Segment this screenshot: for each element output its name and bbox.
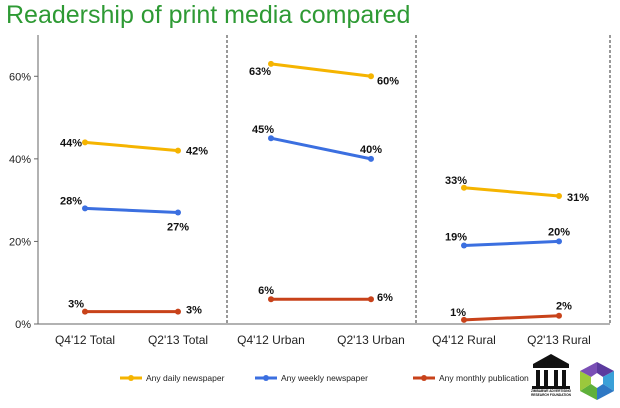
data-point [175, 147, 181, 154]
data-label: 40% [360, 144, 382, 156]
series-line [463, 186, 560, 198]
data-point [82, 308, 88, 315]
data-point [268, 60, 274, 67]
data-point [175, 209, 181, 216]
data-label: 2% [556, 301, 572, 313]
x-tick-label: Q2'13 Urban [337, 333, 405, 347]
building-icon [532, 354, 570, 389]
data-point [368, 155, 374, 162]
chart-data-labels: 44% 42% 28% 27% 3% 3% 63% 60% 45% 40% 6% 6% 33% 31% 19… [60, 66, 589, 319]
zarf-caption: ZIMBABWE ADVERTISING RESEARCH FOUNDATION [530, 389, 572, 397]
series-line [84, 206, 179, 215]
data-point [268, 135, 274, 142]
series-line [270, 136, 372, 161]
chart-legend: Any daily newspaper Any weekly newspaper A… [120, 373, 529, 383]
hexagon-logo-icon [576, 360, 618, 402]
legend-label: Any monthly publication [439, 373, 529, 383]
data-label: 1% [450, 307, 466, 319]
legend-label: Any daily newspaper [146, 373, 225, 383]
x-tick-label: Q4'12 Total [55, 333, 115, 347]
data-point [368, 296, 374, 303]
zarf-logo: ZARF ZIMBABWE ADVERTISING RESEARCH FOUND… [530, 352, 572, 402]
data-label: 63% [249, 66, 271, 78]
x-tick-label: Q2'13 Rural [527, 333, 591, 347]
data-label: 42% [186, 146, 208, 158]
data-label: 45% [252, 124, 274, 136]
y-tick-label: 0% [15, 319, 31, 331]
chart-series [82, 60, 562, 323]
zarf-wordmark: ZARF [542, 361, 560, 367]
data-label: 44% [60, 137, 82, 149]
data-point [175, 308, 181, 315]
data-label: 33% [445, 175, 467, 187]
data-label: 20% [548, 226, 570, 238]
data-label: 6% [258, 285, 274, 297]
series-line [463, 314, 560, 322]
x-tick-label: Q4'12 Rural [432, 333, 496, 347]
legend-marker [421, 375, 427, 381]
data-label: 19% [445, 232, 467, 244]
legend-marker [263, 375, 269, 381]
page-title: Readership of print media compared [6, 1, 411, 29]
data-point [556, 312, 562, 319]
y-tick-label: 60% [9, 71, 31, 83]
data-label: 60% [377, 75, 399, 87]
data-point [461, 242, 467, 249]
data-label: 27% [167, 222, 189, 234]
data-label: 3% [186, 305, 202, 317]
data-point [461, 316, 467, 323]
data-point [461, 184, 467, 191]
data-label: 31% [567, 192, 589, 204]
legend-label: Any weekly newspaper [281, 373, 368, 383]
series-line [270, 62, 372, 78]
data-point [82, 139, 88, 146]
y-tick-label: 20% [9, 236, 31, 248]
legend-marker [128, 375, 134, 381]
x-tick-label: Q4'12 Urban [237, 333, 305, 347]
data-point [268, 296, 274, 303]
x-tick-label: Q2'13 Total [148, 333, 208, 347]
data-label: 3% [68, 299, 84, 311]
series-line [84, 140, 179, 153]
data-point [556, 238, 562, 245]
data-point [82, 205, 88, 212]
data-label: 28% [60, 195, 82, 207]
logo-area: ZARF ZIMBABWE ADVERTISING RESEARCH FOUND… [530, 352, 620, 408]
series-line [463, 239, 560, 248]
y-tick-label: 40% [9, 154, 31, 166]
data-label: 6% [377, 292, 393, 304]
data-point [556, 193, 562, 200]
data-point [368, 73, 374, 80]
chart-axes: 0% 20% 40% 60% Q4'12 Total Q2'13 Total Q4'12 U… [9, 35, 611, 347]
